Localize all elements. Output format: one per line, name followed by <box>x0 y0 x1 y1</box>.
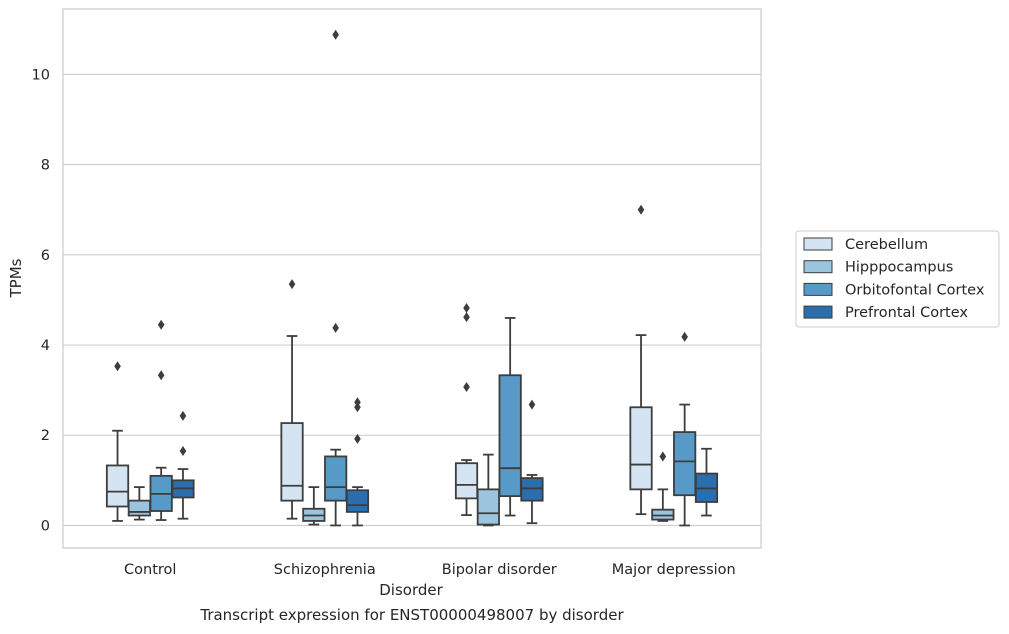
y-tick-label: 2 <box>41 428 50 444</box>
box-3-1 <box>651 451 675 522</box>
outlier-point <box>114 361 121 372</box>
outlier-point <box>288 279 296 290</box>
outlier-point <box>681 331 688 342</box>
x-axis-title: Disorder <box>379 581 443 599</box>
outlier-point <box>332 29 339 40</box>
box-3-3 <box>694 447 719 517</box>
box-1-3 <box>345 397 370 527</box>
legend: Cerebellum Hipppocampus Orbitofontal Corte… <box>795 230 1000 328</box>
legend-swatch <box>803 305 833 319</box>
y-axis-title: TPMs <box>7 258 25 298</box>
outlier-point <box>354 433 361 444</box>
box-2-3 <box>520 399 544 525</box>
legend-frame <box>795 230 1000 328</box>
plot-area <box>63 9 761 548</box>
x-tick-label: Major depression <box>612 562 736 578</box>
y-tick-label: 0 <box>41 518 50 534</box>
legend-label: Orbitofontal Cortex <box>845 282 985 298</box>
box-3-2 <box>673 331 697 527</box>
box-body <box>651 508 675 521</box>
legend-label: Prefrontal Cortex <box>845 305 968 321</box>
y-tick-label: 4 <box>41 338 50 354</box>
outlier-point <box>354 402 361 413</box>
box-2-1 <box>476 453 500 527</box>
legend-swatch <box>803 237 833 251</box>
box-3-0 <box>629 204 653 516</box>
plot-frame <box>62 8 762 549</box>
outlier-point <box>332 322 339 333</box>
box-2-0 <box>454 303 479 516</box>
outlier-point <box>463 381 470 392</box>
box-body <box>520 477 544 502</box>
outlier-point <box>179 410 187 421</box>
box-1-1 <box>302 486 326 526</box>
box-1-0 <box>280 279 304 520</box>
legend-label: Cerebellum <box>845 237 928 253</box>
x-tick-label: Schizophrenia <box>274 562 376 578</box>
x-axis-ticks: Control Schizophrenia Bipolar disorder Majo… <box>124 562 736 578</box>
box-body <box>498 374 522 498</box>
box-1-2 <box>324 29 348 527</box>
box-body <box>345 489 370 513</box>
y-gridlines <box>63 73 761 526</box>
y-axis-ticks: 0 2 4 6 8 10 <box>32 67 50 534</box>
outlier-point <box>463 303 470 314</box>
outlier-point <box>179 446 187 457</box>
legend-label: Hipppocampus <box>845 260 953 276</box>
y-tick-label: 10 <box>32 67 50 83</box>
box-2-2 <box>498 317 522 517</box>
outlier-point <box>528 399 536 410</box>
box-body <box>454 462 479 500</box>
legend-swatch <box>803 260 833 274</box>
box-body <box>105 464 130 508</box>
legend-swatch <box>803 282 833 296</box>
outlier-point <box>157 319 165 330</box>
box-body <box>280 422 304 502</box>
box-0-3 <box>171 410 195 520</box>
box-body <box>324 455 348 502</box>
box-0-0 <box>105 361 130 522</box>
x-tick-label: Bipolar disorder <box>442 562 557 578</box>
figure-caption: Transcript expression for ENST0000049800… <box>200 606 624 624</box>
box-body <box>629 406 653 491</box>
box-body <box>127 499 151 517</box>
box-body <box>476 488 500 526</box>
box-groups <box>105 29 719 527</box>
box-body <box>673 431 697 497</box>
outlier-point <box>463 312 470 323</box>
outlier-point <box>637 204 645 215</box>
outlier-point <box>659 451 667 462</box>
y-tick-label: 6 <box>41 248 50 264</box>
x-tick-label: Control <box>124 562 176 578</box>
box-0-2 <box>149 319 173 521</box>
outlier-point <box>157 370 165 381</box>
y-tick-label: 8 <box>41 158 50 174</box>
